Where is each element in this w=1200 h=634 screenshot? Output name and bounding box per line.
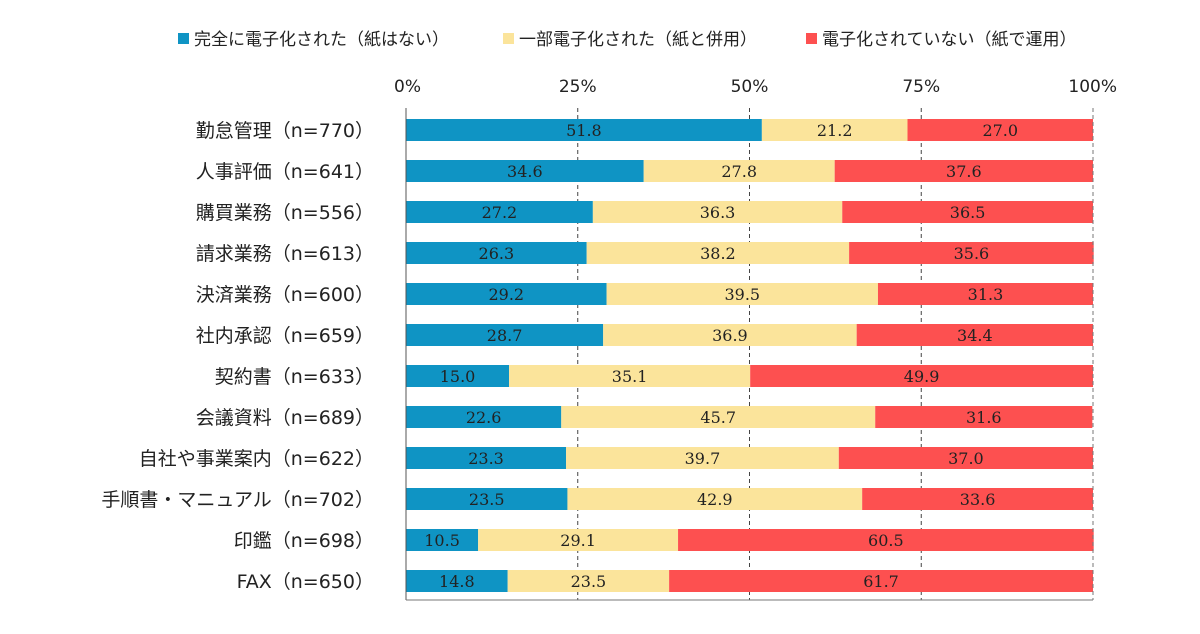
- bar-segment-2: [509, 365, 751, 387]
- data-label: 42.9: [697, 490, 733, 509]
- data-label: 37.6: [946, 162, 982, 181]
- bar-segment-3: [907, 119, 1093, 141]
- bar-segment-1: [406, 570, 508, 592]
- category-label: 決済業務（n=600）: [196, 284, 374, 306]
- data-label: 61.7: [863, 572, 899, 591]
- data-label: 23.5: [571, 572, 607, 591]
- bar-segment-2: [566, 447, 839, 469]
- data-label: 36.3: [700, 203, 736, 222]
- legend-swatch-3: [806, 33, 817, 44]
- data-label: 26.3: [479, 244, 515, 263]
- data-label: 39.7: [685, 449, 721, 468]
- data-label: 33.6: [960, 490, 996, 509]
- data-label: 27.8: [721, 162, 757, 181]
- data-label: 36.9: [712, 326, 748, 345]
- legend-label-1: 完全に電子化された（紙はない）: [194, 30, 449, 50]
- data-label: 31.3: [968, 285, 1004, 304]
- x-tick-label-1: 25%: [559, 77, 597, 97]
- bar-segment-1: [406, 488, 568, 510]
- x-tick-label-3: 75%: [902, 77, 940, 97]
- bar-segment-2: [478, 529, 679, 551]
- bar-segment-3: [862, 488, 1093, 510]
- data-label: 27.0: [982, 121, 1018, 140]
- x-tick-label-4: 100%: [1068, 77, 1117, 97]
- bar-segment-2: [561, 406, 876, 428]
- data-label: 35.6: [954, 244, 990, 263]
- legend-label-3: 電子化されていない（紙で運用）: [822, 30, 1077, 50]
- category-label: 自社や事業案内（n=622）: [139, 448, 374, 470]
- data-label: 35.1: [612, 367, 648, 386]
- data-label: 51.8: [566, 121, 602, 140]
- bar-segment-1: [406, 365, 510, 387]
- category-label: 手順書・マニュアル（n=702）: [101, 489, 374, 511]
- bar-segment-3: [842, 201, 1093, 223]
- data-label: 38.2: [700, 244, 736, 263]
- data-label: 49.9: [904, 367, 940, 386]
- data-label: 29.2: [488, 285, 524, 304]
- category-label: 人事評価（n=641）: [196, 161, 374, 183]
- bar-segment-2: [567, 488, 863, 510]
- data-label: 14.8: [439, 572, 475, 591]
- data-label: 21.2: [817, 121, 853, 140]
- bar-segment-2: [643, 160, 835, 182]
- data-label: 36.5: [950, 203, 986, 222]
- data-label: 15.0: [440, 367, 476, 386]
- bar-segment-1: [406, 119, 762, 141]
- bar-segment-1: [406, 160, 644, 182]
- bar-segment-3: [838, 447, 1093, 469]
- bar-segment-1: [406, 201, 593, 223]
- bar-segment-3: [875, 406, 1093, 428]
- bar-segment-2: [507, 570, 670, 592]
- category-label: FAX（n=650）: [237, 571, 374, 593]
- legend-swatch-2: [503, 33, 514, 44]
- bar-segment-3: [856, 324, 1093, 346]
- bar-segment-1: [406, 242, 587, 264]
- legend-label-2: 一部電子化された（紙と併用）: [519, 30, 757, 50]
- category-label: 社内承認（n=659）: [196, 325, 374, 347]
- data-label: 10.5: [424, 531, 460, 550]
- category-label: 契約書（n=633）: [215, 366, 374, 388]
- bar-segment-1: [406, 529, 479, 551]
- data-label: 39.5: [724, 285, 760, 304]
- data-label: 29.1: [560, 531, 596, 550]
- data-label: 37.0: [948, 449, 984, 468]
- bar-segment-3: [877, 283, 1093, 305]
- category-label: 購買業務（n=556）: [196, 202, 374, 224]
- legend-swatch-1: [178, 33, 189, 44]
- x-tick-label-2: 50%: [731, 77, 769, 97]
- data-label: 45.7: [700, 408, 736, 427]
- data-label: 23.5: [469, 490, 505, 509]
- data-label: 27.2: [482, 203, 518, 222]
- category-label: 会議資料（n=689）: [196, 407, 374, 429]
- bar-segment-3: [750, 365, 1093, 387]
- bar-segment-2: [761, 119, 908, 141]
- bar-segment-2: [603, 324, 857, 346]
- category-label: 印鑑（n=698）: [234, 530, 374, 552]
- bar-segment-3: [678, 529, 1094, 551]
- bar-segment-3: [849, 242, 1094, 264]
- bar-segment-3: [834, 160, 1093, 182]
- data-label: 23.3: [468, 449, 504, 468]
- category-label: 勤怠管理（n=770）: [196, 120, 374, 142]
- data-label: 28.7: [487, 326, 523, 345]
- bar-segment-2: [606, 283, 878, 305]
- x-tick-label-0: 0%: [394, 77, 421, 97]
- bar-segment-2: [592, 201, 843, 223]
- data-label: 34.4: [957, 326, 993, 345]
- data-label: 22.6: [466, 408, 502, 427]
- data-label: 31.6: [966, 408, 1002, 427]
- data-label: 34.6: [507, 162, 543, 181]
- data-label: 60.5: [868, 531, 904, 550]
- bar-segment-1: [406, 324, 604, 346]
- bar-segment-3: [669, 570, 1093, 592]
- bar-segment-1: [406, 406, 562, 428]
- bar-segment-1: [406, 283, 607, 305]
- bar-segment-1: [406, 447, 567, 469]
- bar-segment-2: [586, 242, 850, 264]
- category-label: 請求業務（n=613）: [196, 243, 374, 265]
